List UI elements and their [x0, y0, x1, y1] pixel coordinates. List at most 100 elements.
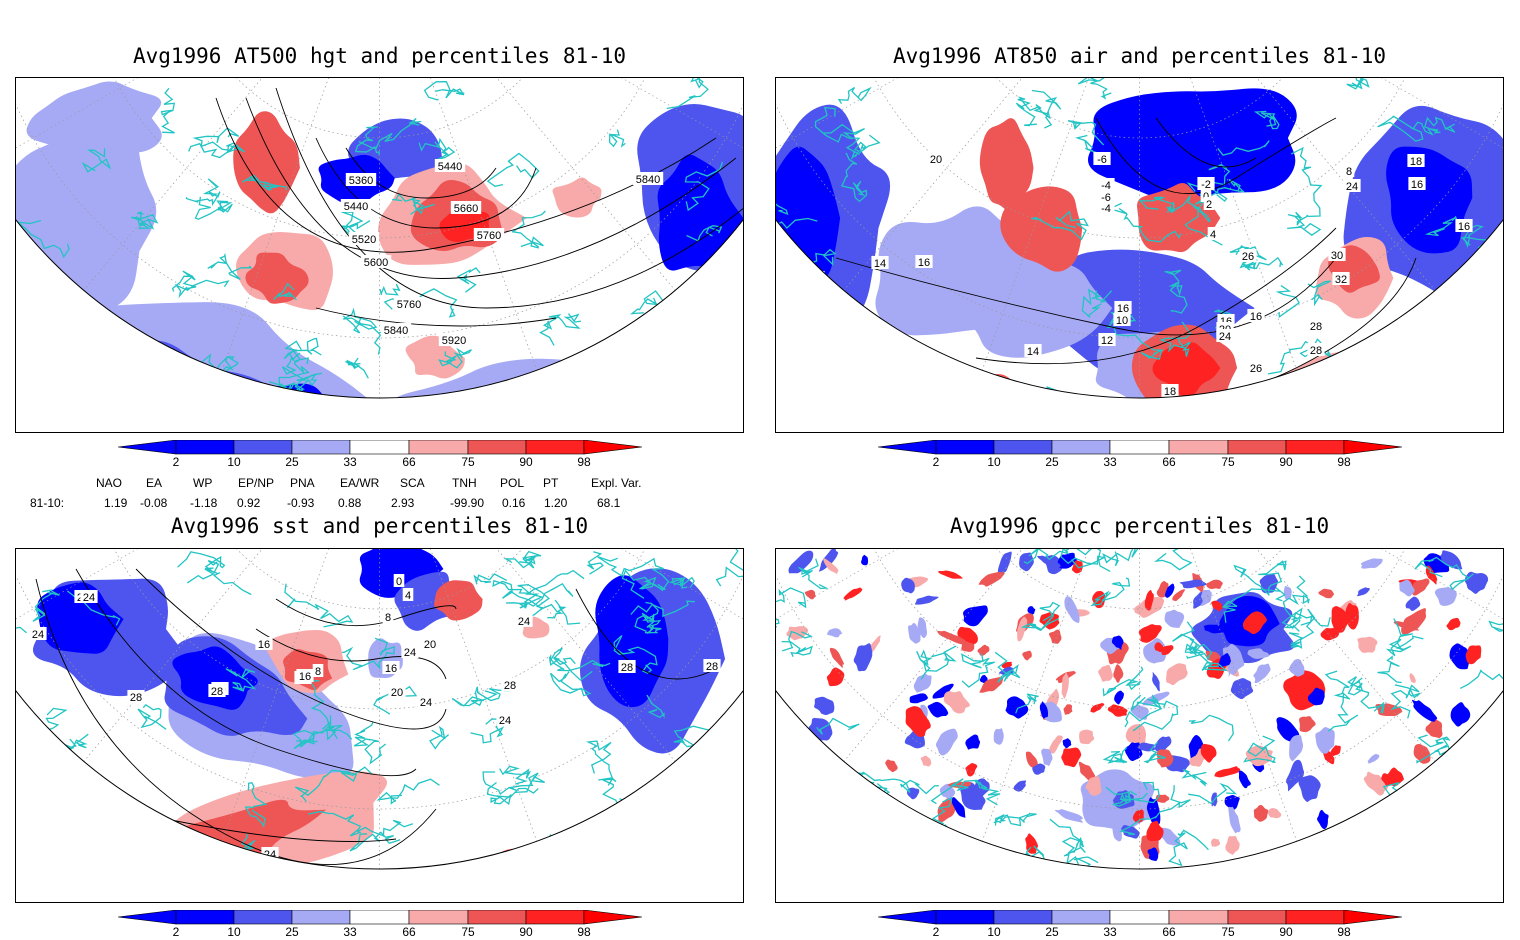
percentile-shade — [1200, 743, 1217, 763]
colorbar-segment — [349, 439, 410, 455]
coastline — [1290, 376, 1317, 397]
index-name: EA — [146, 476, 163, 490]
contour-label: 16 — [1250, 311, 1262, 323]
percentile-shade — [1111, 635, 1124, 651]
percentile-shade — [552, 177, 602, 218]
percentile-shade — [1318, 588, 1335, 599]
coastline — [1287, 211, 1322, 236]
percentile-shade — [823, 557, 839, 574]
percentile-shade — [1025, 833, 1038, 854]
colorbar-tick-label: 10 — [987, 455, 1001, 469]
contour-label-bg — [927, 152, 945, 165]
coastline — [358, 117, 422, 150]
percentile-shade — [1064, 596, 1080, 623]
coastline — [1188, 714, 1234, 742]
percentile-shade — [1027, 606, 1036, 615]
coastline — [499, 765, 532, 785]
coastline — [715, 549, 743, 587]
coastline — [1077, 78, 1139, 100]
coastline — [539, 313, 582, 346]
percentile-shade — [1098, 664, 1113, 682]
coastline — [1102, 747, 1128, 764]
percentile-shade — [938, 570, 963, 579]
percentile-shade — [1154, 736, 1172, 752]
coastline — [177, 551, 226, 574]
coastline — [244, 781, 268, 827]
coastline — [1402, 356, 1473, 381]
coastline — [548, 655, 611, 682]
percentile-shade — [965, 763, 978, 777]
coastline — [1020, 601, 1061, 632]
contour-label-bg — [255, 637, 273, 650]
coastline — [482, 771, 546, 796]
percentile-shade — [1409, 673, 1416, 684]
contour-label: -6 — [1097, 154, 1107, 166]
coastline — [776, 203, 818, 233]
coastline — [423, 81, 465, 101]
contour-label: 16 — [258, 639, 270, 651]
coastline — [1393, 367, 1456, 388]
coastline — [341, 637, 395, 671]
coastline — [916, 649, 950, 680]
percentile-shade — [1022, 650, 1032, 661]
coastline — [825, 794, 875, 804]
contour-label-bg — [384, 893, 401, 902]
panel-title-gpcc: Avg1996 gpcc percentiles 81-10 — [949, 514, 1330, 538]
percentile-shade — [1054, 809, 1083, 823]
coastline — [993, 812, 1037, 827]
coastline — [1102, 549, 1143, 567]
coastline — [1399, 833, 1427, 869]
coastline — [1377, 115, 1424, 142]
colorbar-sst: 2 10 25 33 66 75 90 98 — [117, 909, 643, 940]
coastline — [1124, 694, 1163, 728]
coastline — [225, 668, 257, 692]
coastline — [294, 766, 373, 802]
percentile-shade — [1386, 146, 1473, 254]
percentile-shade — [1152, 342, 1221, 397]
percentile-shade — [1283, 585, 1292, 600]
coastline — [781, 630, 813, 652]
percentile-shade — [853, 643, 873, 672]
contour-label-bg — [515, 614, 533, 627]
contour-label: 8 — [385, 612, 391, 624]
contour-label-bg — [208, 684, 226, 697]
coastline — [379, 283, 401, 296]
contour-label: 16 — [1411, 179, 1423, 191]
contour-label: 28 — [387, 895, 399, 902]
contour-label-bg — [1343, 164, 1355, 177]
coastline — [349, 831, 401, 852]
contour-label-bg — [501, 678, 519, 691]
panel-title-hgt: Avg1996 AT500 hgt and percentiles 81-10 — [132, 44, 627, 68]
coastline — [392, 193, 435, 215]
contour-label-bg — [1408, 177, 1426, 190]
contour-line — [315, 307, 557, 327]
contour-label: 18 — [1350, 383, 1362, 395]
percentile-shade — [26, 81, 162, 158]
coastline — [1102, 666, 1144, 697]
contour-label: 26 — [1225, 405, 1237, 417]
coastline — [376, 778, 440, 805]
coastline — [1208, 164, 1231, 186]
coastline — [1478, 312, 1503, 350]
colorbar-arrow-low — [877, 909, 937, 925]
coastline — [634, 601, 662, 632]
colorbar-arrow-low — [877, 439, 937, 455]
colorbar-gpcc: 2 10 25 33 66 75 90 98 — [877, 909, 1403, 940]
percentile-shade — [1285, 759, 1305, 792]
coastline — [511, 210, 546, 249]
percentile-shade — [1356, 587, 1370, 597]
percentile-shade — [1329, 745, 1341, 756]
percentile-shade — [1111, 814, 1122, 842]
percentile-shade — [977, 644, 990, 656]
percentile-shade — [1425, 565, 1438, 585]
percentile-shade — [1061, 747, 1082, 768]
index-value: 1.19 — [104, 496, 128, 510]
percentile-shade — [937, 630, 969, 645]
coastline — [1063, 836, 1099, 869]
index-value: -1.18 — [190, 496, 218, 510]
longitude-gridline — [16, 78, 380, 169]
coastline — [1090, 577, 1131, 607]
contour-label-bg — [1207, 227, 1219, 240]
colorbar-segment — [1168, 909, 1229, 925]
percentile-shade — [1450, 702, 1471, 727]
